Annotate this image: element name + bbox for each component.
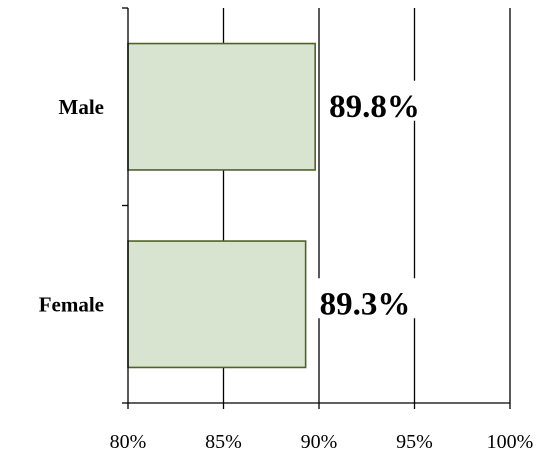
bars (127, 42, 316, 369)
x-tick-label-90: 90% (301, 431, 338, 453)
x-tick-label-80: 80% (110, 431, 147, 453)
x-tick-label-85: 85% (205, 431, 242, 453)
data-label-male: 89.8% (329, 89, 420, 125)
data-label-bg-female (316, 278, 421, 319)
data-label-bg-male (326, 80, 431, 121)
labels: Male 89.8% Female 89.3% 80% 85% 90% 95% 100% (39, 80, 534, 453)
data-label-female: 89.3% (320, 286, 411, 322)
bar-male (127, 42, 316, 171)
bar-female (127, 240, 307, 369)
x-tick-label-95: 95% (396, 431, 433, 453)
x-tick-label-100: 100% (487, 431, 534, 453)
category-label-female: Female (39, 292, 104, 316)
category-label-male: Male (59, 95, 104, 119)
axes (122, 7, 511, 409)
